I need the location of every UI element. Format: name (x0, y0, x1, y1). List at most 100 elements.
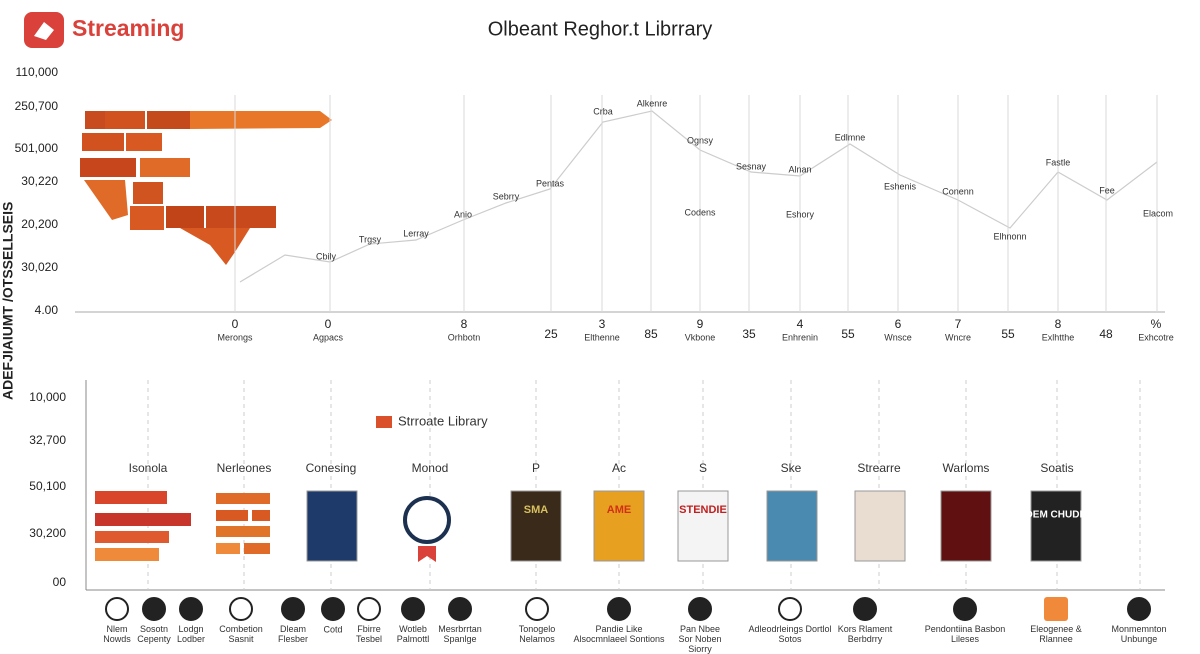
bar-block (216, 493, 270, 504)
logo-text[interactable]: Streaming (72, 15, 184, 41)
point-label: Anio (454, 209, 472, 219)
icon-label: Pan Nbee Sor Noben Siorry (678, 624, 721, 654)
icon-label: Dleam Flesber (278, 624, 308, 644)
column-title: Strearre (857, 461, 901, 475)
poster-text: SMA (524, 504, 549, 516)
x-label: Agpacs (313, 332, 344, 342)
bar-block (216, 526, 270, 537)
point-label: Crba (593, 106, 613, 116)
y-label: 30,200 (29, 526, 66, 540)
x-value: 25 (544, 327, 558, 341)
y-label: 10,000 (29, 390, 66, 404)
y-label: 00 (53, 575, 67, 589)
column-title: P (532, 461, 540, 475)
x-value: 7 (955, 317, 962, 331)
x-value: 0 (232, 317, 239, 331)
column-title: Isonola (129, 461, 168, 475)
bar-block (244, 543, 270, 554)
point-label: Trgsy (359, 234, 382, 244)
bar-block (95, 513, 191, 526)
x-label: Orhbotn (448, 332, 481, 342)
icon[interactable] (853, 597, 877, 621)
badge-ribbon (418, 546, 436, 562)
badge[interactable] (403, 496, 451, 544)
x-value: % (1151, 317, 1162, 331)
icon[interactable] (401, 597, 425, 621)
point-label: Alkenre (637, 98, 668, 108)
icon[interactable] (357, 597, 381, 621)
bar-block (252, 510, 270, 521)
bar-block (216, 510, 248, 521)
icon[interactable] (321, 597, 345, 621)
poster[interactable] (306, 490, 358, 562)
x-value: 55 (841, 327, 855, 341)
y-label: 20,200 (21, 217, 58, 231)
icon[interactable] (688, 597, 712, 621)
icon[interactable] (281, 597, 305, 621)
point-label: Eshenis (884, 181, 917, 191)
poster-text: AME (607, 504, 631, 516)
icon[interactable] (229, 597, 253, 621)
poster[interactable] (1030, 490, 1082, 562)
x-label: Vkbone (685, 332, 716, 342)
icon[interactable] (448, 597, 472, 621)
icon[interactable] (105, 597, 129, 621)
y-label: 110,000 (16, 65, 59, 79)
point-label: Pentas (536, 178, 565, 188)
icon[interactable] (953, 597, 977, 621)
icon[interactable] (607, 597, 631, 621)
y-label: 501,000 (15, 141, 59, 155)
x-value: 55 (1001, 327, 1015, 341)
poster-text: STENDIE (679, 504, 727, 516)
x-value: 3 (599, 317, 606, 331)
y-label: 32,700 (29, 433, 66, 447)
icon-label: Sosotn Cepenty (137, 624, 171, 644)
icon-label: Eleogenee & Rlannee (1030, 624, 1082, 644)
icon-label: Pandie Like Alsocmnlaeel Sontions (573, 624, 665, 644)
x-label: Exhcotre (1138, 332, 1174, 342)
column-title: Conesing (306, 461, 357, 475)
x-value: 48 (1099, 327, 1113, 341)
point-label: Fastle (1046, 157, 1071, 167)
icon-label: Tonogelo Nelamos (519, 624, 556, 644)
bar-block (216, 543, 240, 554)
icon[interactable] (525, 597, 549, 621)
poster[interactable] (940, 490, 992, 562)
point-label: Eshory (786, 209, 815, 219)
x-label: Exlhtthe (1042, 332, 1075, 342)
icon[interactable] (179, 597, 203, 621)
y-label: 30,020 (21, 260, 58, 274)
icon-label: Mesrbrrtan Spanlge (438, 624, 482, 644)
x-value: 9 (697, 317, 704, 331)
point-label: Fee (1099, 185, 1115, 195)
icon-label: Cotd (323, 624, 342, 634)
poster[interactable] (854, 490, 906, 562)
column-title: S (699, 461, 707, 475)
y-label: 30,220 (21, 174, 58, 188)
logo-glyph (34, 22, 54, 40)
x-value: 0 (325, 317, 332, 331)
y-label: 250,700 (15, 99, 59, 113)
poster[interactable] (766, 490, 818, 562)
point-label: Lerray (403, 228, 429, 238)
poster[interactable] (510, 490, 562, 562)
icon[interactable] (1044, 597, 1068, 621)
x-label: Elthenne (584, 332, 620, 342)
icon[interactable] (1127, 597, 1151, 621)
side-label: ADEFJIAIUMT /OTSSELLSEIS (0, 202, 16, 400)
icon[interactable] (142, 597, 166, 621)
icon[interactable] (778, 597, 802, 621)
y-label: 4.00 (35, 303, 59, 317)
bar-block (95, 491, 167, 504)
poster[interactable] (593, 490, 645, 562)
bar-block (95, 531, 169, 543)
column-title: Warloms (943, 461, 990, 475)
column-title: Ske (781, 461, 802, 475)
poster[interactable] (677, 490, 729, 562)
x-value: 35 (742, 327, 756, 341)
point-label: Elhnonn (993, 231, 1026, 241)
icon-label: Adleodrleings Dortlol Sotos (748, 624, 831, 644)
map (80, 111, 332, 265)
legend-swatch (376, 416, 392, 428)
icon-label: Nlem Nowds (103, 624, 131, 644)
